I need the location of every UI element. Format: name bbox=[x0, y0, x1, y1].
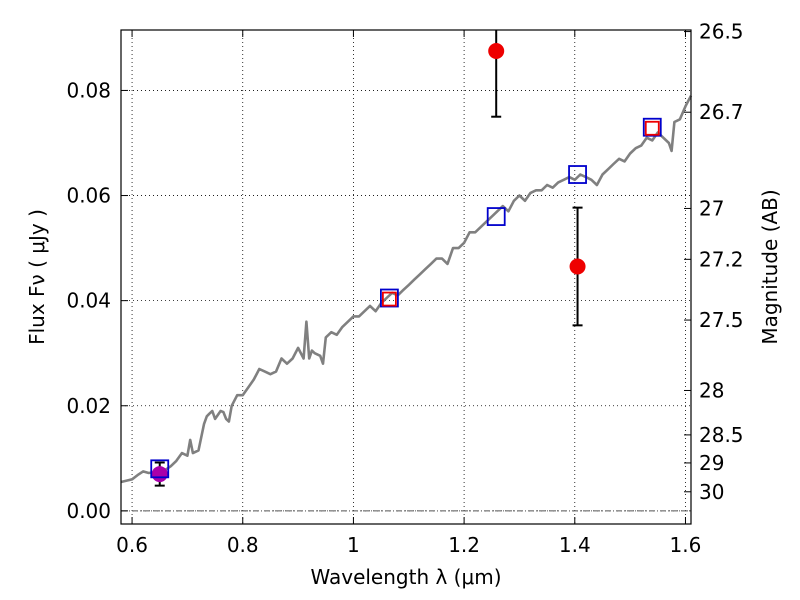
markers-layer bbox=[150, 30, 662, 487]
x-tick-label: 0.6 bbox=[116, 533, 148, 557]
data-point-circle bbox=[488, 43, 505, 60]
right-tick-label: 28.5 bbox=[699, 423, 744, 447]
grid-lines bbox=[121, 30, 691, 524]
data-point-square bbox=[150, 459, 170, 479]
right-tick-label: 28 bbox=[699, 378, 724, 402]
y-axis-right-label: Magnitude (AB) bbox=[758, 189, 782, 344]
data-point-circle bbox=[151, 466, 168, 483]
ticks-layer: 0.6 0.8 1 1.2 1.4 1.6 0.00 0.02 0.04 0.06 0.08 26.5… bbox=[66, 20, 743, 557]
y-tick-label: 0.06 bbox=[66, 184, 111, 208]
spectrum-series bbox=[120, 95, 693, 484]
y-tick-label: 0.00 bbox=[66, 499, 111, 523]
data-point-circle bbox=[569, 258, 586, 275]
right-tick-label: 29 bbox=[699, 451, 724, 475]
y-axis-label: Flux Fν ( μJy ) bbox=[25, 209, 49, 345]
data-point-square bbox=[379, 288, 399, 308]
y-tick-label: 0.02 bbox=[66, 394, 111, 418]
data-point-square bbox=[568, 165, 587, 184]
x-tick-label: 1.6 bbox=[670, 533, 702, 557]
x-tick-label: 0.8 bbox=[227, 533, 259, 557]
y-tick-label: 0.08 bbox=[66, 78, 111, 102]
right-tick-label: 26.7 bbox=[699, 100, 744, 124]
x-tick-label: 1.2 bbox=[448, 533, 480, 557]
data-point-square bbox=[642, 117, 662, 137]
right-tick-label: 27.2 bbox=[699, 247, 744, 271]
plot-frame bbox=[120, 29, 692, 525]
x-tick-label: 1 bbox=[347, 533, 360, 557]
y-tick-label: 0.04 bbox=[66, 289, 111, 313]
right-tick-label: 26.5 bbox=[699, 20, 744, 44]
right-tick-label: 27 bbox=[699, 196, 724, 220]
data-point-square bbox=[644, 120, 660, 136]
right-tick-label: 30 bbox=[699, 480, 724, 504]
data-point-square bbox=[486, 207, 506, 226]
x-tick-label: 1.4 bbox=[559, 533, 591, 557]
right-tick-label: 27.5 bbox=[699, 308, 744, 332]
spectrum-line bbox=[120, 95, 693, 484]
x-axis-label: Wavelength λ (μm) bbox=[310, 565, 501, 589]
data-point-square bbox=[381, 291, 397, 307]
